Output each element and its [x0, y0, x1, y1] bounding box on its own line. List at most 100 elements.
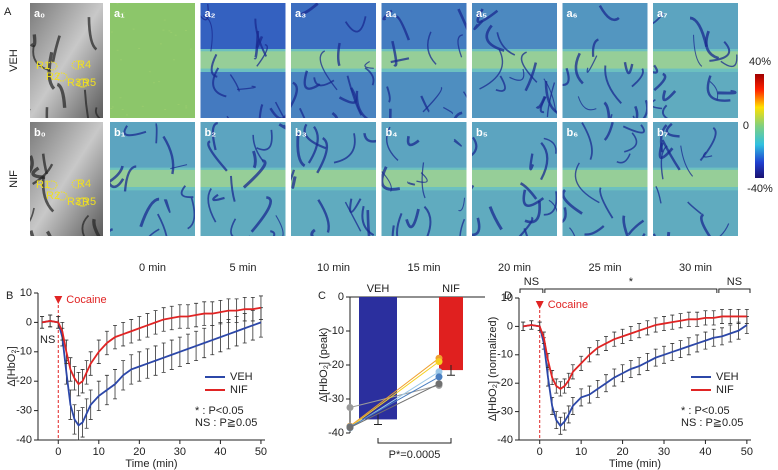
vessel	[303, 70, 321, 90]
roi	[71, 60, 83, 70]
vessel	[31, 166, 46, 180]
vessel	[627, 219, 645, 236]
vessel	[472, 217, 481, 236]
hbo2-map: b₂	[200, 122, 286, 236]
vessel	[291, 176, 297, 189]
map-band	[472, 51, 557, 69]
map-band	[562, 169, 648, 187]
vessel	[170, 164, 188, 170]
map-bottom	[110, 190, 195, 236]
vessel	[693, 34, 703, 67]
map-top	[381, 3, 467, 49]
tile-label: a₂	[205, 8, 216, 20]
vessel	[426, 31, 437, 65]
vessel	[529, 153, 535, 171]
vessel	[667, 231, 671, 236]
significance-bracket	[544, 288, 718, 293]
vessel	[706, 75, 731, 102]
vessel	[95, 107, 101, 118]
roi	[76, 78, 88, 88]
map-band	[653, 51, 738, 69]
vessel	[518, 216, 534, 236]
vessel	[662, 90, 677, 102]
vessel	[381, 166, 401, 191]
vessel	[256, 43, 268, 67]
vessel	[364, 67, 375, 86]
vessel	[717, 89, 737, 95]
p-bracket	[377, 438, 452, 444]
pair-line	[349, 357, 440, 427]
vessel	[603, 122, 614, 141]
roi-label: R3	[67, 77, 81, 89]
vessel	[584, 225, 605, 236]
image-content	[472, 122, 557, 236]
vessel	[303, 123, 327, 150]
vessel	[123, 125, 147, 137]
vessel	[479, 48, 504, 90]
vessel	[546, 82, 556, 118]
p-value: P*=0.0005	[389, 449, 441, 461]
panel-label: B	[6, 290, 13, 302]
vessel	[509, 68, 525, 81]
vessel	[253, 30, 260, 60]
roi	[76, 197, 88, 207]
map-top	[472, 3, 557, 49]
vessel	[473, 20, 484, 31]
category-label: VEH	[367, 283, 390, 295]
x-axis-label: Time (min)	[125, 458, 177, 470]
vessel	[148, 228, 160, 236]
series-line	[41, 306, 262, 386]
vessel	[310, 228, 316, 236]
vessel	[653, 233, 657, 236]
map-band	[291, 51, 376, 69]
annotation: NS	[40, 334, 55, 346]
tile-label: b₁	[114, 127, 126, 139]
pair-point	[435, 368, 443, 376]
speckle	[185, 105, 188, 107]
vessel	[210, 53, 218, 78]
vessel	[291, 81, 299, 108]
vessel	[472, 136, 478, 157]
speckle	[164, 109, 167, 111]
vessel	[319, 50, 338, 91]
row-label: NIF	[8, 170, 20, 188]
vessel	[472, 184, 475, 190]
hbo2-map: a₁	[110, 3, 195, 118]
hbo2-map: a₂	[200, 3, 286, 118]
pair-line	[349, 361, 440, 428]
panel-label: D	[504, 290, 512, 302]
vessel	[51, 35, 61, 63]
vessel	[421, 162, 426, 199]
vessel	[406, 135, 420, 147]
pair-line	[349, 384, 440, 408]
vessel	[719, 223, 730, 236]
legend-label: NIF	[230, 384, 248, 396]
speckle	[111, 106, 114, 108]
hbo2-map: b₅	[472, 122, 557, 236]
vessel	[212, 193, 225, 202]
vessel	[163, 199, 171, 213]
y-tick-label: -20	[16, 375, 32, 387]
vessel	[720, 54, 738, 68]
vessel	[574, 162, 600, 204]
roi-label: R2	[46, 190, 60, 202]
vessel	[180, 185, 194, 199]
hbo2-map: a₅	[472, 3, 557, 118]
hbo2-map: a₆	[562, 3, 648, 118]
vessel	[622, 215, 629, 236]
map-top	[562, 122, 648, 168]
vessel	[87, 17, 98, 51]
roi-label: R5	[82, 77, 96, 89]
vessel	[687, 201, 702, 215]
map-bottom	[472, 190, 557, 236]
vessel	[705, 30, 720, 60]
tile-label: b₂	[205, 127, 217, 139]
y-tick-label: 0	[26, 316, 32, 328]
vessel	[539, 96, 547, 114]
tile-label: b₆	[567, 127, 579, 139]
vessel	[548, 199, 557, 213]
image-content	[200, 3, 286, 118]
vessel	[344, 16, 367, 33]
roi	[77, 197, 89, 207]
